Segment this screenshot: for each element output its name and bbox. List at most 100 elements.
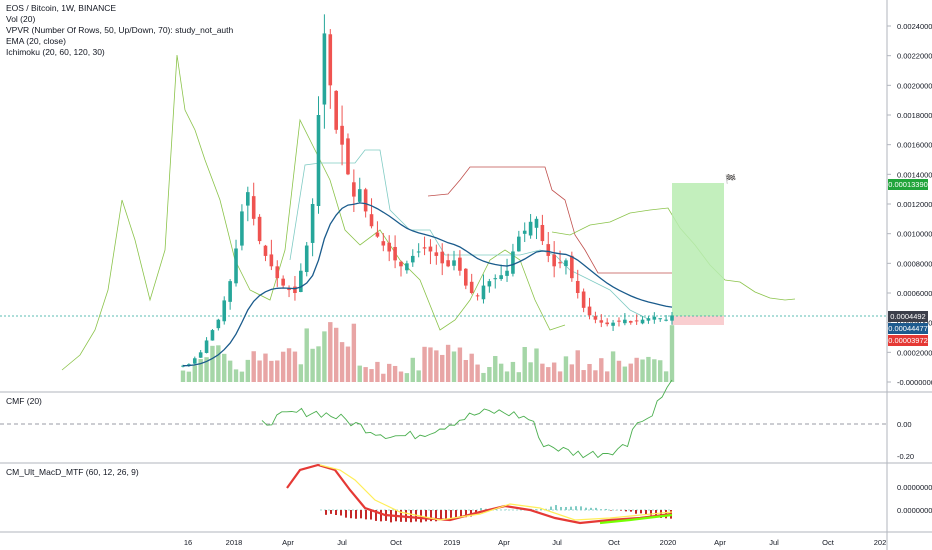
volume-bar xyxy=(310,348,315,382)
macd-histogram-bar xyxy=(435,510,437,522)
candle-body xyxy=(410,255,415,263)
volume-bar xyxy=(581,370,586,382)
volume-bar xyxy=(475,364,480,382)
candle-body xyxy=(428,246,433,252)
volume-bar xyxy=(345,346,351,382)
volume-bar xyxy=(333,327,339,382)
macd-histogram-bar xyxy=(360,510,362,519)
macd-legend[interactable]: CM_Ult_MacD_MTF (60, 12, 26, 9) xyxy=(6,467,139,477)
macd-histogram-bar xyxy=(495,509,497,510)
volume-bar xyxy=(587,363,592,382)
cmf-tick-label: -0.20 xyxy=(897,452,914,461)
candle-body xyxy=(505,270,509,276)
volume-bar xyxy=(192,365,197,382)
candle-body xyxy=(540,224,545,242)
time-tick-label: 2020 xyxy=(660,538,677,547)
time-tick-label: 2018 xyxy=(226,538,243,547)
time-tick-label: Oct xyxy=(608,538,621,547)
macd-histogram-bar xyxy=(595,507,597,510)
volume-bar xyxy=(222,353,227,382)
volume-bar xyxy=(416,370,421,382)
volume-bar xyxy=(516,372,522,382)
macd-histogram-bar xyxy=(635,510,637,514)
volume-bar xyxy=(434,350,439,382)
ema-legend[interactable]: EMA (20, close) xyxy=(6,36,66,46)
candle-body xyxy=(322,33,327,105)
macd-histogram-bar xyxy=(645,510,647,515)
macd-histogram-bar xyxy=(585,507,587,510)
macd-histogram-bar xyxy=(325,510,327,515)
volume-bar xyxy=(658,360,663,382)
macd-histogram-bar xyxy=(610,510,612,511)
cmf-legend[interactable]: CMF (20) xyxy=(6,396,42,406)
macd-histogram-bar xyxy=(335,510,337,515)
time-axis[interactable]: 16 2018 Apr Jul Oct 2019 Apr Jul Oct 2020 Apr Jul Oc… xyxy=(184,538,886,547)
volume-bar xyxy=(557,371,563,382)
candle-body xyxy=(287,288,291,291)
macd-line-rising xyxy=(599,513,673,525)
time-tick-label: Oct xyxy=(822,538,835,547)
time-tick-label: Apr xyxy=(714,538,726,547)
volume-bar xyxy=(227,360,233,382)
candle-body xyxy=(375,232,380,237)
candle-body xyxy=(251,196,256,219)
macd-tick-label: 0.0000000 xyxy=(897,506,932,515)
candle-body xyxy=(570,255,574,279)
main-legend: EOS / Bitcoin, 1W, BINANCE Vol (20) VPVR… xyxy=(6,3,233,58)
long-position-tool[interactable] xyxy=(0,183,887,325)
volume-bar xyxy=(575,350,580,382)
vol-legend[interactable]: Vol (20) xyxy=(6,14,36,24)
volume-bar xyxy=(652,359,657,382)
macd-histogram-bar xyxy=(535,509,537,510)
candle-body xyxy=(658,318,663,320)
vpvr-legend[interactable]: VPVR (Number Of Rows, 50, Up/Down, 70): … xyxy=(6,25,234,35)
candle-body xyxy=(257,216,262,242)
candle-body xyxy=(416,251,421,253)
volume-bar xyxy=(298,364,304,382)
candle-body xyxy=(281,278,285,286)
ichimoku-lagging-span xyxy=(61,54,566,371)
volume-bar xyxy=(551,362,557,382)
candle-body xyxy=(422,247,427,249)
volume-bar xyxy=(257,360,262,382)
volume-bar xyxy=(410,357,415,382)
volume-bar xyxy=(269,360,274,382)
candle-body xyxy=(463,268,468,286)
price-axis[interactable]: 0.0024000 0.0022000 0.0020000 0.0018000 0.00… xyxy=(887,22,932,515)
time-tick-label: 2019 xyxy=(444,538,461,547)
candle-body xyxy=(511,251,515,274)
volume-bar xyxy=(233,369,239,382)
candle-body xyxy=(210,330,215,341)
volume-bar xyxy=(263,353,268,382)
price-tick-label: -0.0000000 xyxy=(897,378,932,387)
macd-histogram-bar xyxy=(625,510,627,512)
ema-price-label: 0.00044477 xyxy=(888,323,928,334)
volume-bar xyxy=(375,361,380,382)
volume-bar xyxy=(510,361,516,382)
profit-zone xyxy=(672,183,724,316)
volume-bar xyxy=(239,371,245,382)
time-tick-label: Apr xyxy=(282,538,294,547)
volume-bar xyxy=(292,351,298,382)
macd-histogram-bar xyxy=(445,510,447,520)
volume-bar xyxy=(481,372,486,382)
volume-bar xyxy=(357,365,362,382)
candle-body xyxy=(611,322,615,326)
candle-body xyxy=(399,261,403,267)
candle-body xyxy=(346,138,350,175)
candle-body xyxy=(475,295,480,297)
candle-body xyxy=(558,262,562,264)
symbol-title[interactable]: EOS / Bitcoin, 1W, BINANCE xyxy=(6,3,117,13)
ichimoku-legend[interactable]: Ichimoku (20, 60, 120, 30) xyxy=(6,47,105,57)
candle-body xyxy=(487,281,492,287)
price-tick-label: 0.0024000 xyxy=(897,22,932,31)
time-tick-label: 16 xyxy=(184,538,192,547)
volume-bar xyxy=(599,358,604,382)
loss-zone xyxy=(672,316,724,325)
candle-body xyxy=(534,218,539,228)
candle-body xyxy=(222,300,227,322)
candle-body xyxy=(316,115,321,206)
candle-body xyxy=(446,260,450,267)
candle-body xyxy=(552,254,556,267)
